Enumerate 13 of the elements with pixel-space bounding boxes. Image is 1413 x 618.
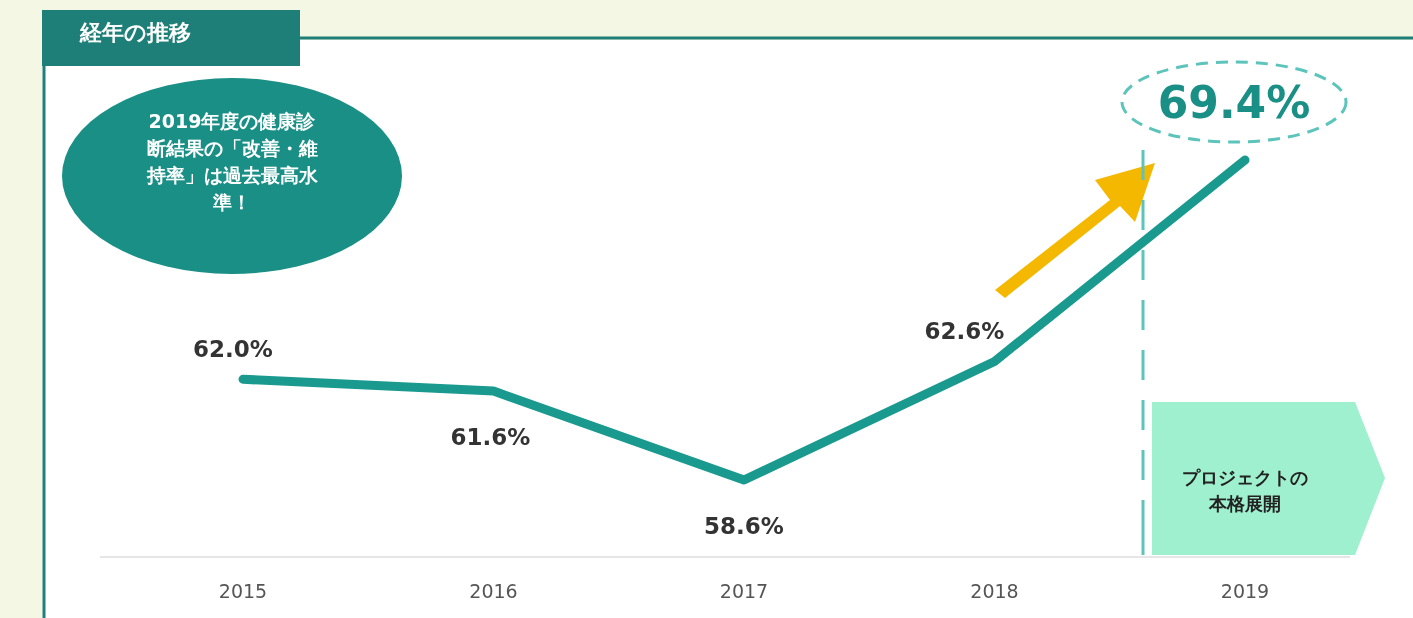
data-label: 62.6% [924, 318, 1005, 345]
x-tick-label: 2019 [1220, 580, 1270, 602]
annotation: プロジェクトの本格展開 [1181, 466, 1309, 516]
annotation: 2019年度の健康診断結果の「改善・維持率」は過去最高水準！ [145, 109, 319, 215]
data-label: 69.4% [1157, 77, 1311, 128]
x-tick-label: 2015 [218, 580, 268, 602]
data-label: 58.6% [704, 513, 784, 539]
x-tick-label: 2016 [469, 580, 518, 602]
data-label: 62.0% [193, 336, 273, 363]
x-tick-label: 2017 [719, 580, 769, 602]
x-tick-label: 2018 [970, 580, 1019, 602]
chart-title: 経年の推移 [80, 19, 191, 47]
data-label: 61.6% [450, 424, 531, 451]
